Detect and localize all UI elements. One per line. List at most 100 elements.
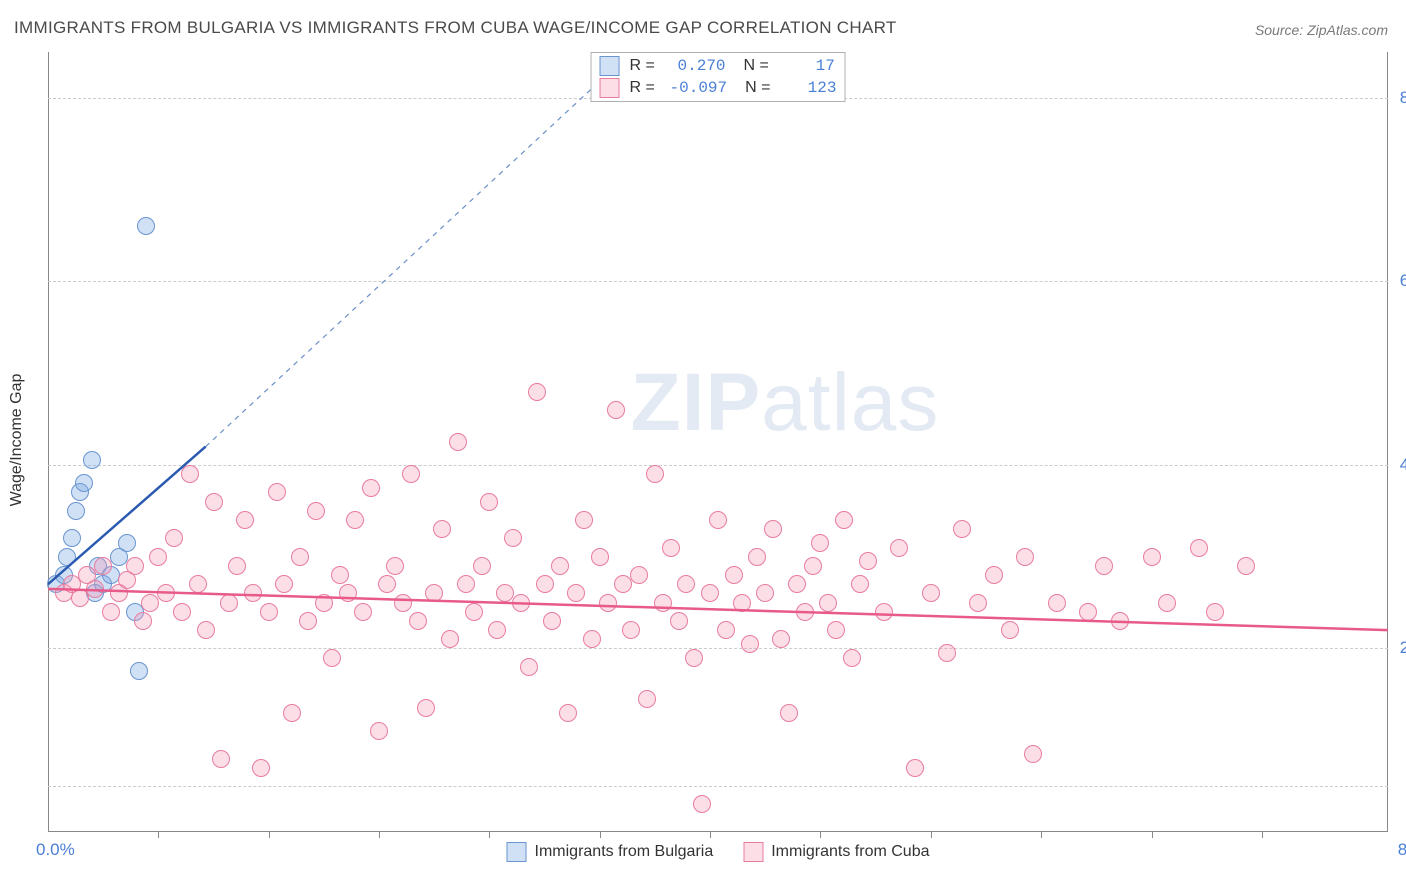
scatter-point xyxy=(969,594,987,612)
legend-n-label: N = xyxy=(745,79,770,97)
scatter-point xyxy=(480,493,498,511)
x-axis-tick-mark xyxy=(158,832,159,838)
scatter-point xyxy=(165,529,183,547)
scatter-point xyxy=(922,584,940,602)
scatter-point xyxy=(512,594,530,612)
scatter-point xyxy=(567,584,585,602)
gridline-h xyxy=(48,281,1388,282)
trend-lines-svg xyxy=(48,52,1388,832)
scatter-point xyxy=(149,548,167,566)
scatter-point xyxy=(63,529,81,547)
scatter-point xyxy=(299,612,317,630)
scatter-point xyxy=(685,649,703,667)
legend-swatch xyxy=(600,78,620,98)
scatter-point xyxy=(331,566,349,584)
scatter-point xyxy=(741,635,759,653)
scatter-point xyxy=(83,451,101,469)
scatter-point xyxy=(1016,548,1034,566)
scatter-point xyxy=(291,548,309,566)
scatter-point xyxy=(1190,539,1208,557)
scatter-point xyxy=(354,603,372,621)
scatter-point xyxy=(130,662,148,680)
scatter-point xyxy=(157,584,175,602)
y-axis-line-right xyxy=(1387,52,1388,832)
scatter-point xyxy=(252,759,270,777)
scatter-point xyxy=(938,644,956,662)
scatter-point xyxy=(386,557,404,575)
x-axis-tick-right: 80.0% xyxy=(1398,840,1406,860)
scatter-point xyxy=(346,511,364,529)
scatter-point xyxy=(748,548,766,566)
scatter-point xyxy=(307,502,325,520)
x-axis-tick-mark xyxy=(600,832,601,838)
scatter-point xyxy=(465,603,483,621)
correlation-legend: R = 0.270 N = 17 R = -0.097 N = 123 xyxy=(591,52,846,102)
scatter-point xyxy=(402,465,420,483)
scatter-point xyxy=(473,557,491,575)
scatter-point xyxy=(654,594,672,612)
watermark: ZIPatlas xyxy=(631,356,940,450)
scatter-point xyxy=(630,566,648,584)
scatter-point xyxy=(677,575,695,593)
scatter-point xyxy=(504,529,522,547)
scatter-point xyxy=(599,594,617,612)
scatter-point xyxy=(425,584,443,602)
scatter-point xyxy=(1111,612,1129,630)
legend-swatch xyxy=(507,842,527,862)
scatter-point xyxy=(417,699,435,717)
scatter-point xyxy=(378,575,396,593)
watermark-bold: ZIP xyxy=(631,357,762,448)
scatter-point xyxy=(315,594,333,612)
scatter-point xyxy=(339,584,357,602)
scatter-point xyxy=(260,603,278,621)
watermark-light: atlas xyxy=(761,357,939,448)
y-axis-tick: 40.0% xyxy=(1393,455,1406,475)
scatter-point xyxy=(1095,557,1113,575)
scatter-point xyxy=(118,534,136,552)
x-axis-tick-mark xyxy=(1041,832,1042,838)
scatter-point xyxy=(551,557,569,575)
scatter-point xyxy=(86,580,104,598)
legend-swatch xyxy=(743,842,763,862)
scatter-point xyxy=(843,649,861,667)
scatter-point xyxy=(733,594,751,612)
scatter-point xyxy=(756,584,774,602)
chart-title: IMMIGRANTS FROM BULGARIA VS IMMIGRANTS F… xyxy=(14,18,897,38)
scatter-point xyxy=(804,557,822,575)
x-axis-line xyxy=(48,831,1388,832)
scatter-point xyxy=(835,511,853,529)
legend-n-value: 17 xyxy=(779,57,835,75)
scatter-point xyxy=(236,511,254,529)
scatter-point xyxy=(622,621,640,639)
scatter-point xyxy=(1024,745,1042,763)
scatter-point xyxy=(906,759,924,777)
scatter-point xyxy=(693,795,711,813)
y-axis-label: Wage/Income Gap xyxy=(8,374,26,507)
scatter-point xyxy=(457,575,475,593)
scatter-point xyxy=(725,566,743,584)
scatter-point xyxy=(1237,557,1255,575)
scatter-point xyxy=(268,483,286,501)
scatter-point xyxy=(701,584,719,602)
x-axis-tick-mark xyxy=(1262,832,1263,838)
scatter-point xyxy=(1079,603,1097,621)
scatter-point xyxy=(827,621,845,639)
legend-swatch xyxy=(600,56,620,76)
legend-r-label: R = xyxy=(630,79,660,97)
chart-plot-area: ZIPatlas R = 0.270 N = 17 R = -0.097 N =… xyxy=(48,52,1388,832)
scatter-point xyxy=(488,621,506,639)
scatter-point xyxy=(370,722,388,740)
scatter-point xyxy=(607,401,625,419)
scatter-point xyxy=(780,704,798,722)
legend-row: R = -0.097 N = 123 xyxy=(598,77,839,99)
scatter-point xyxy=(75,474,93,492)
scatter-point xyxy=(323,649,341,667)
scatter-point xyxy=(1001,621,1019,639)
scatter-point xyxy=(646,465,664,483)
scatter-point xyxy=(58,548,76,566)
scatter-point xyxy=(670,612,688,630)
legend-item: Immigrants from Bulgaria xyxy=(507,842,714,862)
x-axis-tick-mark xyxy=(379,832,380,838)
scatter-point xyxy=(788,575,806,593)
legend-n-label: N = xyxy=(744,57,769,75)
